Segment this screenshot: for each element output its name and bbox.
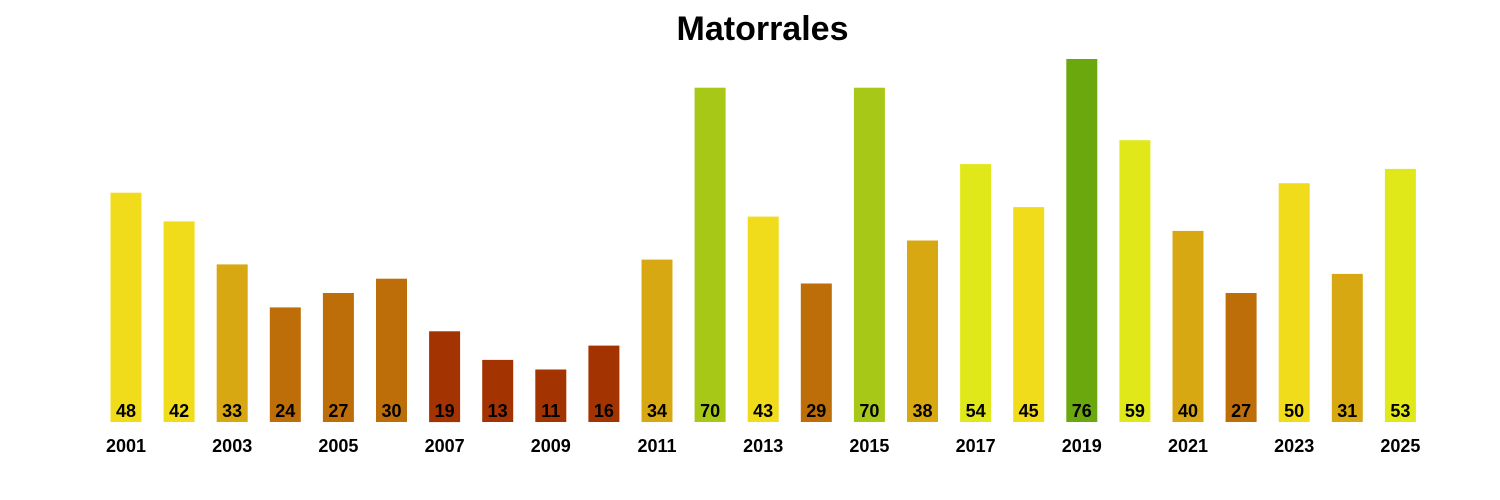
bar-2003 bbox=[216, 264, 248, 422]
bar-value-label-2013: 43 bbox=[753, 401, 773, 421]
bar-value-label-2005: 27 bbox=[328, 401, 348, 421]
bar-2011 bbox=[641, 259, 673, 422]
bar-value-label-2025: 53 bbox=[1390, 401, 1410, 421]
bar-value-label-2001: 48 bbox=[116, 401, 136, 421]
bar-value-label-2021: 40 bbox=[1178, 401, 1198, 421]
x-tick-label-2001: 2001 bbox=[106, 436, 146, 456]
bar-value-label-2016: 38 bbox=[912, 401, 932, 421]
chart-title: Matorrales bbox=[676, 10, 849, 48]
x-tick-label-2011: 2011 bbox=[637, 436, 676, 456]
bar-2020 bbox=[1119, 140, 1151, 422]
bar-value-label-2004: 24 bbox=[275, 401, 295, 421]
x-tick-label-2009: 2009 bbox=[531, 436, 571, 456]
bar-value-label-2012: 70 bbox=[700, 401, 720, 421]
x-tick-label-2017: 2017 bbox=[956, 436, 996, 456]
x-tick-label-2021: 2021 bbox=[1168, 436, 1208, 456]
bar-value-label-2006: 30 bbox=[381, 401, 401, 421]
bar-value-label-2023: 50 bbox=[1284, 401, 1304, 421]
x-axis-tick-labels: 2001 2003 2005 2007 2009 2011 2013 2015 2017 2019… bbox=[106, 436, 1420, 456]
x-tick-label-2019: 2019 bbox=[1062, 436, 1102, 456]
x-tick-label-2015: 2015 bbox=[849, 436, 889, 456]
bar-value-label-2018: 45 bbox=[1019, 401, 1039, 421]
bar-value-label-2014: 29 bbox=[806, 401, 826, 421]
bar-value-label-2010: 16 bbox=[594, 401, 614, 421]
x-tick-label-2025: 2025 bbox=[1380, 436, 1420, 456]
x-tick-label-2007: 2007 bbox=[425, 436, 465, 456]
bar-2013 bbox=[747, 216, 779, 422]
bar-value-label-2011: 34 bbox=[647, 401, 667, 421]
bar-2006 bbox=[376, 278, 407, 422]
bar-2010 bbox=[588, 345, 620, 422]
bar-2001 bbox=[110, 192, 142, 422]
bar-2017 bbox=[960, 164, 992, 422]
bar-value-label-2015: 70 bbox=[859, 401, 879, 421]
bar-2012 bbox=[694, 87, 726, 422]
bar-2005 bbox=[322, 293, 354, 422]
bar-value-label-2022: 27 bbox=[1231, 401, 1251, 421]
bar-2019 bbox=[1066, 59, 1098, 422]
x-tick-label-2023: 2023 bbox=[1274, 436, 1314, 456]
bar-2025 bbox=[1384, 168, 1416, 422]
bar-value-label-2009: 11 bbox=[541, 401, 560, 421]
bar-2016 bbox=[907, 240, 938, 422]
bar-value-label-2008: 13 bbox=[488, 401, 508, 421]
bar-2002 bbox=[163, 221, 195, 422]
bar-2014 bbox=[800, 283, 832, 422]
bar-2008 bbox=[482, 359, 514, 422]
bar-2018 bbox=[1013, 207, 1045, 422]
bar-2009 bbox=[535, 369, 567, 422]
bars-group: 48 42 33 24 27 30 19 13 11 16 34 70 43 29 70 38 54 45 76 59… bbox=[110, 59, 1416, 423]
bar-2004 bbox=[269, 307, 301, 422]
bar-value-label-2003: 33 bbox=[222, 401, 242, 421]
bar-2021 bbox=[1172, 230, 1204, 422]
bar-value-label-2019: 76 bbox=[1072, 401, 1092, 421]
bar-2015 bbox=[853, 87, 885, 422]
bar-2007 bbox=[429, 331, 461, 423]
bar-2023 bbox=[1278, 183, 1310, 422]
bar-value-label-2024: 31 bbox=[1337, 401, 1357, 421]
x-tick-label-2013: 2013 bbox=[743, 436, 783, 456]
x-tick-label-2005: 2005 bbox=[318, 436, 358, 456]
x-tick-label-2003: 2003 bbox=[212, 436, 252, 456]
bar-value-label-2007: 19 bbox=[435, 401, 455, 421]
bar-value-label-2002: 42 bbox=[169, 401, 189, 421]
bar-2022 bbox=[1225, 293, 1257, 422]
bar-value-label-2020: 59 bbox=[1125, 401, 1145, 421]
bar-2024 bbox=[1331, 273, 1363, 422]
bar-value-label-2017: 54 bbox=[966, 401, 986, 421]
